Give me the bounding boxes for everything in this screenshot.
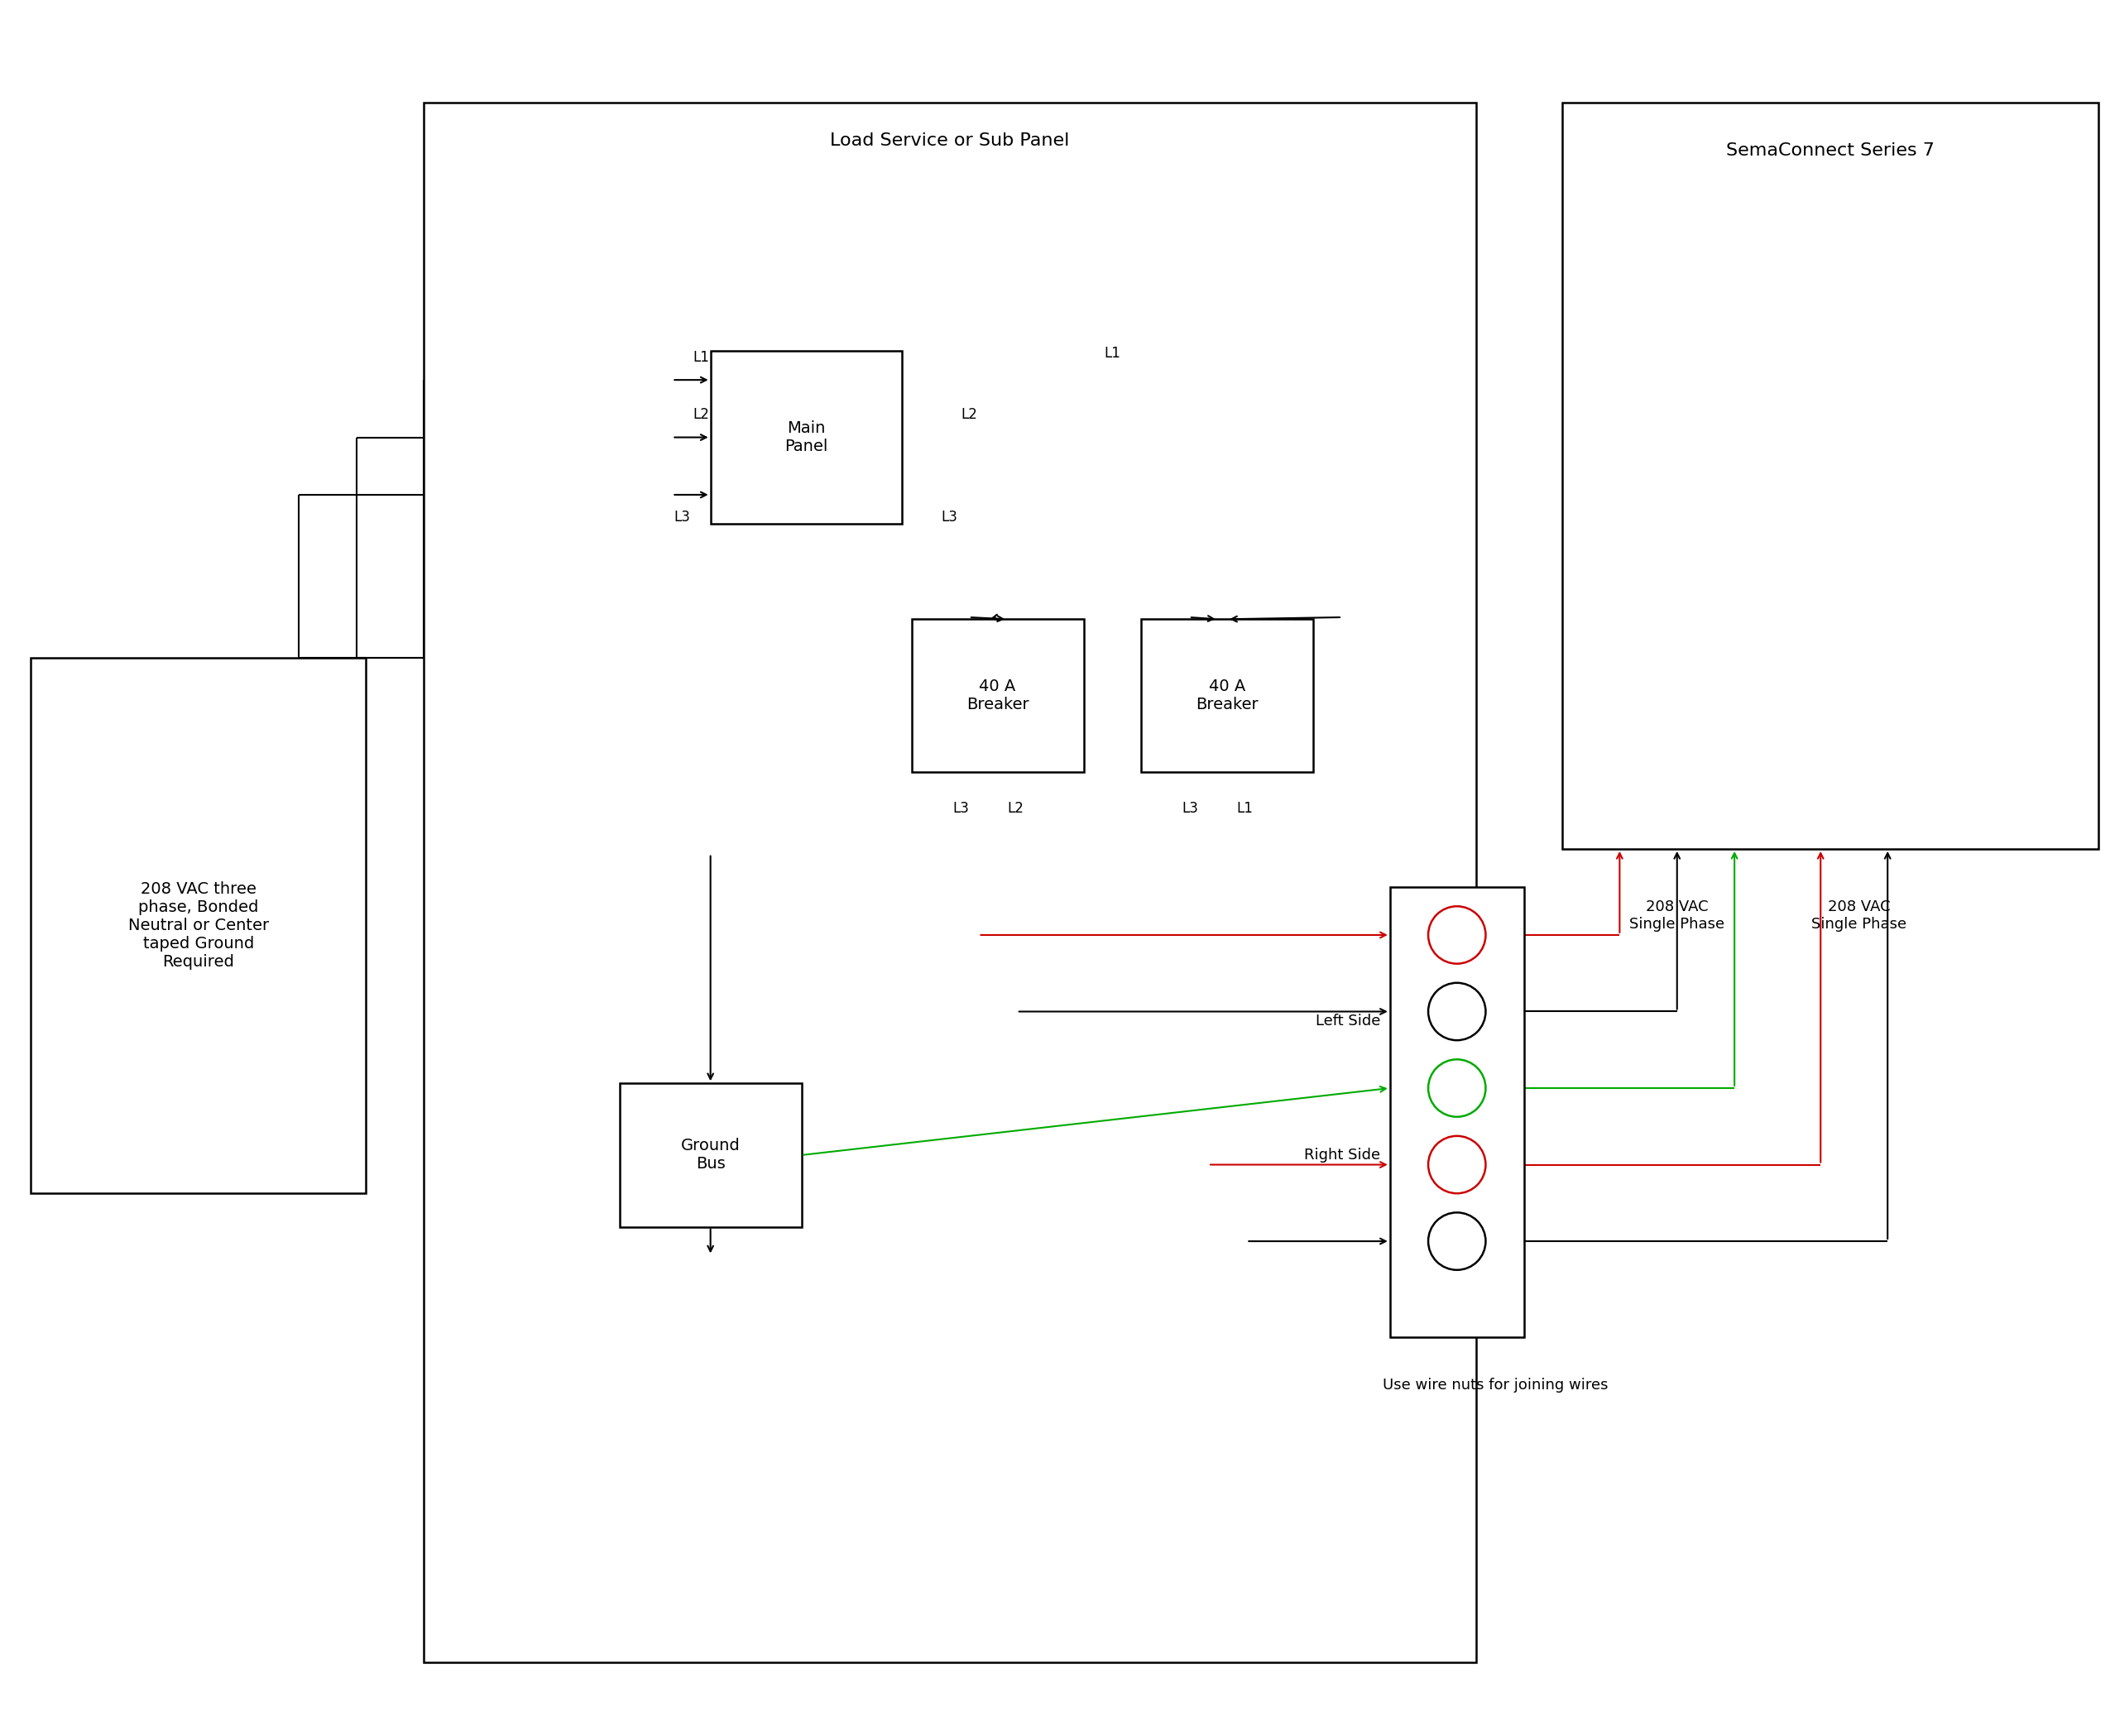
Text: 208 VAC
Single Phase: 208 VAC Single Phase	[1810, 899, 1907, 932]
Text: 40 A
Breaker: 40 A Breaker	[1196, 679, 1258, 713]
Text: L2: L2	[1006, 800, 1023, 816]
Text: L2: L2	[692, 408, 709, 422]
Text: L1: L1	[1104, 345, 1120, 361]
Bar	[912, 620, 1085, 773]
Text: L1: L1	[692, 349, 709, 365]
Bar	[424, 102, 1477, 1663]
Text: Load Service or Sub Panel: Load Service or Sub Panel	[829, 132, 1070, 149]
Bar	[32, 658, 365, 1193]
Text: 208 VAC three
phase, Bonded
Neutral or Center
taped Ground
Required: 208 VAC three phase, Bonded Neutral or C…	[129, 882, 268, 970]
Bar	[1561, 102, 2097, 849]
Text: L3: L3	[673, 510, 690, 524]
Text: L1: L1	[1236, 800, 1253, 816]
Text: Main
Panel: Main Panel	[785, 420, 827, 455]
Text: L3: L3	[941, 510, 958, 524]
Bar	[620, 1083, 802, 1227]
Text: 40 A
Breaker: 40 A Breaker	[966, 679, 1030, 713]
Text: Right Side: Right Side	[1304, 1147, 1380, 1163]
Text: L2: L2	[960, 408, 977, 422]
Text: Left Side: Left Side	[1315, 1014, 1380, 1028]
Text: Use wire nuts for joining wires: Use wire nuts for joining wires	[1382, 1377, 1608, 1392]
Bar	[1390, 887, 1523, 1337]
Bar	[711, 351, 901, 524]
Text: L3: L3	[952, 800, 968, 816]
Bar	[1142, 620, 1312, 773]
Text: L3: L3	[1182, 800, 1198, 816]
Text: Ground
Bus: Ground Bus	[682, 1139, 741, 1172]
Text: 208 VAC
Single Phase: 208 VAC Single Phase	[1629, 899, 1724, 932]
Text: SemaConnect Series 7: SemaConnect Series 7	[1726, 142, 1935, 158]
